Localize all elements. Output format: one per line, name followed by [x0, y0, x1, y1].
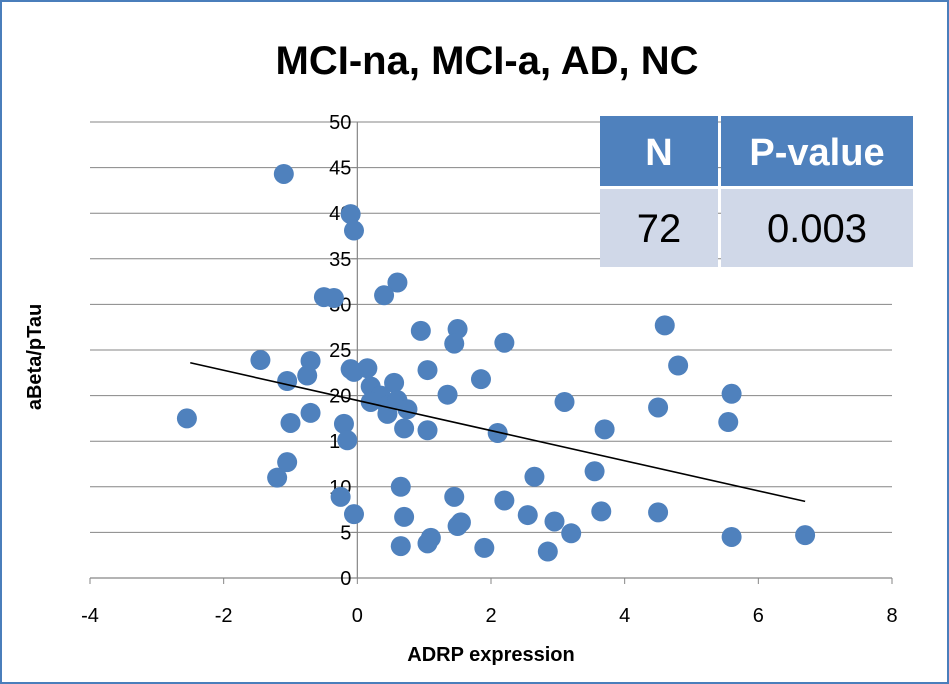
y-tick-label: 35 [329, 249, 351, 271]
data-point [333, 413, 354, 434]
data-point [280, 412, 301, 433]
data-point [517, 505, 538, 526]
table-value-p-cell [721, 189, 913, 267]
data-point [397, 399, 418, 420]
data-point [591, 501, 612, 522]
table-header-p-value: P-value [749, 132, 884, 174]
x-tick-label: 0 [352, 605, 363, 627]
data-point [267, 467, 288, 488]
chart-title: MCI-na, MCI-a, AD, NC [276, 39, 699, 83]
data-point [384, 372, 405, 393]
x-axis-label: ADRP expression [407, 644, 574, 666]
data-point [337, 430, 358, 451]
data-point [343, 220, 364, 241]
table-header-p-cell [721, 116, 913, 186]
data-point [417, 420, 438, 441]
data-point [594, 419, 615, 440]
x-tick-label: 6 [753, 605, 764, 627]
data-point [300, 402, 321, 423]
data-point [648, 502, 669, 523]
y-tick-label: 0 [340, 568, 351, 590]
y-tick-label: 45 [329, 158, 351, 180]
data-point [487, 422, 508, 443]
data-point [554, 391, 575, 412]
data-point [447, 516, 468, 537]
x-tick-label: -4 [81, 605, 99, 627]
data-point [340, 204, 361, 225]
data-point [444, 486, 465, 507]
data-point [668, 355, 689, 376]
data-point [718, 412, 739, 433]
data-point [537, 541, 558, 562]
data-point [390, 476, 411, 497]
data-point [330, 486, 351, 507]
data-point [374, 285, 395, 306]
data-point [176, 408, 197, 429]
data-point [494, 490, 515, 511]
data-point [394, 418, 415, 439]
data-point [444, 333, 465, 354]
stats-table: N P-value 72 0.003 [600, 116, 913, 267]
data-point [343, 504, 364, 525]
data-point [544, 511, 565, 532]
table-value-n-cell [600, 189, 718, 267]
table-value-n: 72 [637, 207, 682, 251]
data-point [343, 361, 364, 382]
data-point [277, 452, 298, 473]
table-value-p-value: 0.003 [767, 207, 867, 251]
data-point [721, 526, 742, 547]
x-tick-label: -2 [215, 605, 233, 627]
data-point [394, 506, 415, 527]
x-tick-label: 2 [485, 605, 496, 627]
data-point [654, 315, 675, 336]
data-point [474, 537, 495, 558]
table-header-n-cell [600, 116, 718, 186]
data-point [648, 397, 669, 418]
data-point [795, 525, 816, 546]
data-point [417, 533, 438, 554]
data-points [176, 163, 816, 562]
data-point [437, 384, 458, 405]
data-point [417, 360, 438, 381]
data-point [250, 350, 271, 371]
trendline-group [190, 361, 806, 503]
x-tick-label: 4 [619, 605, 630, 627]
data-point [297, 365, 318, 386]
data-point [273, 163, 294, 184]
y-tick-label: 25 [329, 340, 351, 362]
y-tick-label: 50 [329, 112, 351, 134]
data-point [323, 288, 344, 309]
data-point [494, 332, 515, 353]
data-point [524, 466, 545, 487]
data-point [584, 461, 605, 482]
data-point [277, 371, 298, 392]
table-header-n: N [645, 132, 672, 174]
data-point [561, 523, 582, 544]
data-point [360, 391, 381, 412]
x-tick-label: 8 [886, 605, 897, 627]
data-point [390, 536, 411, 557]
x-tick-labels: -4 -2 0 2 4 6 8 [81, 605, 897, 627]
data-point [410, 320, 431, 341]
data-point [387, 272, 408, 293]
data-point [470, 369, 491, 390]
data-point [721, 383, 742, 404]
y-tick-label: 5 [340, 522, 351, 544]
y-axis-label: aBeta/pTau [24, 304, 46, 410]
trendline [190, 361, 806, 503]
